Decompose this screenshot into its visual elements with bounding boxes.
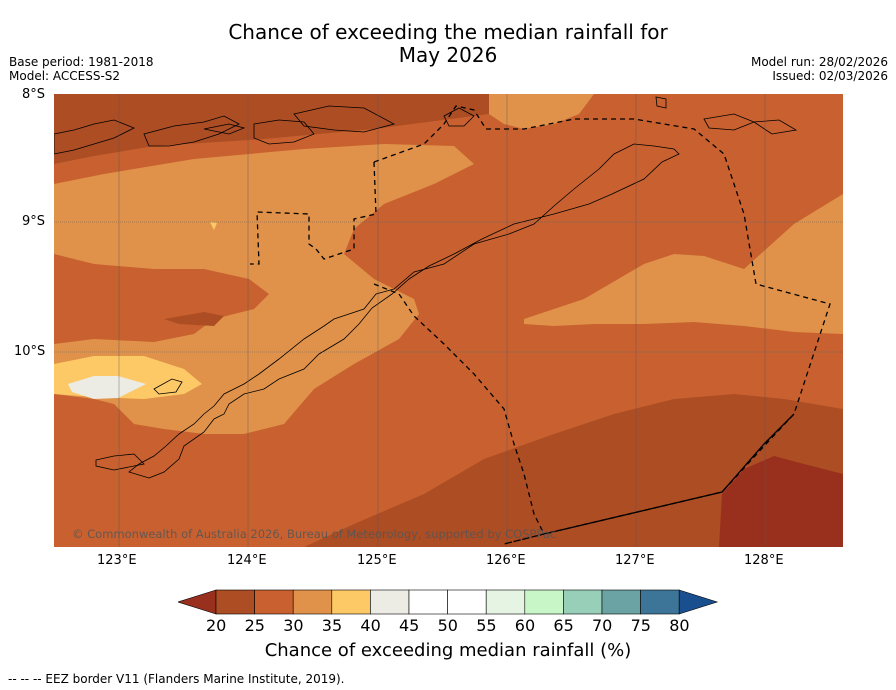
colorbar-tick-label: 55 [476, 616, 497, 635]
map-title-line1: Chance of exceeding the median rainfall … [228, 20, 668, 44]
colorbar-cell [370, 589, 410, 615]
meridian-lines [118, 94, 766, 547]
model-run-label: Model run: 28/02/2026 [750, 55, 888, 69]
region-35-40-top [489, 94, 594, 129]
lon-label-127e: 127°E [615, 553, 655, 568]
eez-border [250, 105, 831, 545]
eez-footnote: -- -- -- EEZ border V11 (Flanders Marine… [8, 672, 345, 686]
colorbar-cell [447, 589, 487, 615]
colorbar-cell [640, 589, 680, 615]
east-island-2 [752, 119, 798, 135]
eez-border-inner [373, 283, 545, 535]
wetar-island [203, 123, 246, 135]
gridlines [54, 221, 843, 353]
region-25-30-north [54, 94, 489, 164]
colorbar-cells [178, 589, 719, 615]
colorbar-tick-label: 70 [592, 616, 613, 635]
colorbar-title: Chance of exceeding median rainfall (%) [264, 640, 632, 661]
north-island-2 [253, 119, 315, 145]
rainfall-map: © Commonwealth of Australia 2026, Bureau… [54, 94, 843, 547]
region-40-45-speck [210, 222, 217, 230]
alor-island [54, 119, 135, 155]
colorbar-tick-label: 25 [244, 616, 265, 635]
coastlines [54, 96, 798, 479]
colorbar-cell [563, 589, 603, 615]
timor-coast [128, 143, 680, 479]
colorbar-cell [331, 589, 371, 615]
north-island-1 [143, 115, 240, 147]
region-35-40-east [524, 194, 843, 334]
east-island-1 [703, 113, 756, 131]
map-title-line2: May 2026 [398, 43, 498, 67]
colorbar-tick-label: 45 [399, 616, 420, 635]
colorbar [178, 589, 719, 615]
colorbar-cell [292, 589, 333, 615]
lat-label-9s: 9°S [22, 214, 46, 229]
colorbar-under-arrow [178, 589, 217, 615]
region-45-50-west [68, 376, 146, 399]
semau-island [153, 378, 183, 395]
colorbar-cell [408, 589, 448, 615]
eez-border-solid-se [543, 413, 795, 535]
colorbar-cell [485, 589, 526, 615]
north-island-4 [443, 107, 475, 127]
colorbar-tick-label: 30 [283, 616, 304, 635]
colorbar-tick-label: 60 [514, 616, 536, 635]
region-20-25-se [719, 456, 843, 547]
lon-label-126e: 126°E [486, 553, 526, 568]
colorbar-tick-label: 80 [669, 616, 690, 635]
colorbar-tick-label: 65 [553, 616, 574, 635]
colorbar-cell [601, 589, 641, 615]
region-25-30-tongue [164, 312, 224, 326]
colorbar-cell [254, 589, 294, 615]
model-label: Model: ACCESS-S2 [9, 69, 121, 83]
colorbar-over-arrow [678, 589, 719, 615]
base-period-label: Base period: 1981-2018 [9, 55, 154, 69]
colorbar-cell [524, 589, 564, 615]
lon-label-123e: 123°E [97, 553, 137, 568]
lat-label-8s: 8°S [22, 87, 46, 102]
north-island-3 [293, 105, 396, 133]
lon-label-128e: 128°E [744, 553, 784, 568]
issued-label: Issued: 02/03/2026 [772, 69, 888, 83]
roti-island [95, 453, 145, 471]
region-25-30-south [304, 394, 843, 547]
lat-label-10s: 10°S [14, 344, 46, 359]
colorbar-tick-label: 35 [321, 616, 343, 635]
lon-label-125e: 125°E [357, 553, 397, 568]
colorbar-tick-label: 40 [360, 616, 381, 635]
copyright-notice: © Commonwealth of Australia 2026, Bureau… [72, 527, 556, 541]
eez-border-west [250, 161, 377, 265]
lon-label-124e: 124°E [227, 553, 267, 568]
colorbar-tick-label: 75 [630, 616, 651, 635]
colorbar-tick-label: 20 [206, 616, 227, 635]
colorbar-cell [215, 589, 255, 615]
east-island-3 [655, 96, 667, 109]
colorbar-tick-label: 50 [437, 616, 458, 635]
